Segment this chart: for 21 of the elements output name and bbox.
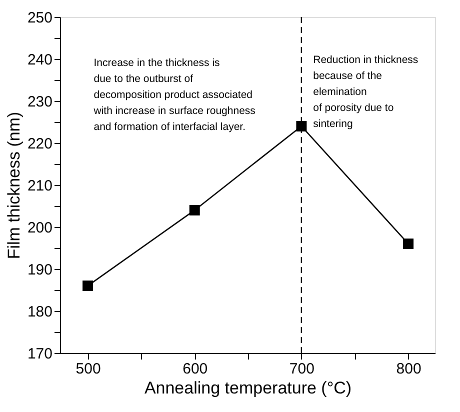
x-axis-title: Annealing temperature (°C) [144, 378, 352, 398]
y-tick-label: 250 [27, 10, 52, 26]
point [189, 204, 200, 216]
point [296, 120, 307, 132]
y-tick-label: 230 [27, 94, 52, 110]
x-tick-label: 500 [76, 360, 101, 378]
x-tick-label: 700 [289, 360, 314, 378]
x-tick-label: 600 [182, 360, 208, 378]
x-tick-label: 800 [396, 360, 422, 378]
annotation: Increase in the thickness is due to the outburst of decomposition product associated with increase in surface roughness and formation of interfacial layer. [92, 57, 256, 133]
y-tick-label: 210 [27, 178, 52, 194]
y-tick-label: 180 [27, 304, 52, 320]
y-tick-label: 240 [27, 52, 52, 68]
point [403, 238, 414, 250]
y-axis-title: Film thickness (nm) [4, 112, 24, 260]
y-tick-label: 220 [27, 136, 52, 152]
y-tick-label: 200 [27, 220, 52, 236]
y-tick-label: 190 [27, 262, 52, 278]
y-tick-label: 170 [27, 346, 52, 362]
annotation: Reduction in thickness because of the elemination of porosity due to sintering [313, 54, 418, 130]
point [82, 280, 94, 292]
